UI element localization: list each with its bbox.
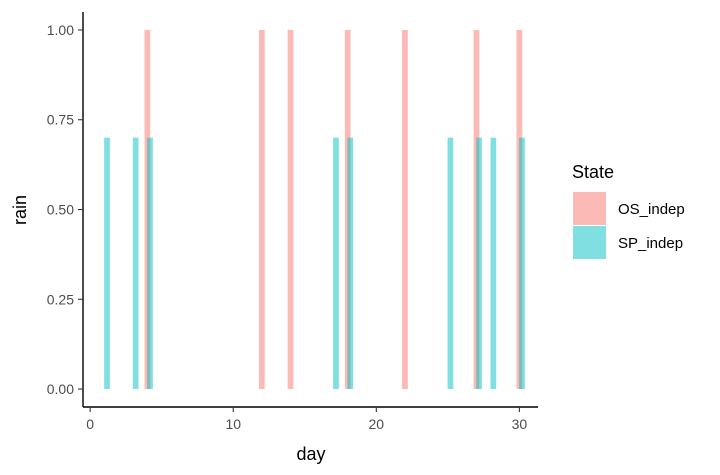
bar-sp-indep-day-28	[490, 137, 497, 390]
bar-sp-indep-day-1	[104, 137, 110, 390]
bar-sp-indep-day-30	[519, 137, 525, 390]
x-tick-label: 20	[369, 416, 385, 432]
x-tick-label: 30	[512, 416, 528, 432]
legend-key-sp-indep	[573, 226, 606, 259]
axes-layer: 0.00 0.25 0.50 0.75 1.00 0 10 20 30	[47, 12, 538, 432]
bar-os-indep-day-14	[287, 29, 294, 390]
y-tick-label: 0.00	[47, 381, 74, 397]
x-tick-label: 10	[225, 416, 241, 432]
y-tick-label: 0.75	[47, 112, 74, 128]
y-tick-label: 1.00	[47, 22, 74, 38]
x-tick-label: 0	[86, 416, 94, 432]
bar-sp-indep-day-17	[333, 137, 339, 390]
bar-sp-indep-day-25	[447, 137, 454, 390]
y-tick-label: 0.25	[47, 291, 74, 307]
bar-os-indep-day-12	[258, 29, 265, 390]
legend-key-os-indep	[573, 192, 606, 225]
y-tick-label: 0.50	[47, 202, 74, 218]
legend-label-sp-indep: SP_indep	[618, 235, 683, 252]
bars-layer	[104, 29, 525, 390]
legend: State OS_indep SP_indep	[572, 162, 685, 259]
legend-title: State	[572, 162, 614, 182]
legend-label-os-indep: OS_indep	[618, 201, 685, 218]
y-axis-title: rain	[10, 195, 30, 225]
bar-sp-indep-day-27	[476, 137, 482, 390]
bar-sp-indep-day-18	[347, 137, 354, 390]
bar-sp-indep-day-3	[132, 137, 139, 390]
bar-sp-indep-day-4	[147, 137, 153, 390]
bar-os-indep-day-22	[402, 29, 408, 390]
x-axis-title: day	[296, 444, 325, 464]
